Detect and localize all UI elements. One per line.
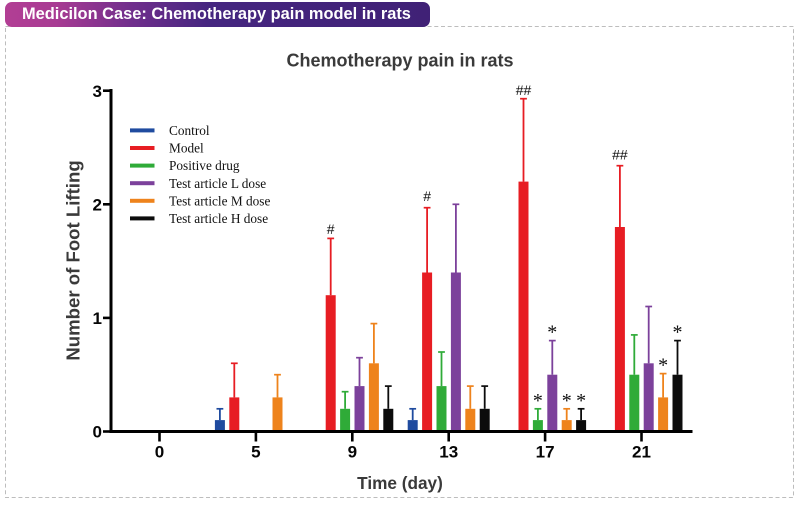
svg-text:0: 0: [93, 423, 102, 442]
svg-text:Positive drug: Positive drug: [169, 158, 240, 173]
svg-text:3: 3: [93, 82, 102, 101]
svg-text:##: ##: [612, 147, 628, 163]
svg-text:Test article L dose: Test article L dose: [169, 176, 266, 191]
svg-text:*: *: [533, 390, 543, 412]
svg-text:Model: Model: [169, 141, 204, 156]
svg-text:#: #: [327, 221, 335, 237]
svg-text:13: 13: [439, 443, 458, 462]
svg-text:*: *: [562, 390, 572, 412]
svg-text:*: *: [673, 322, 683, 344]
svg-text:2: 2: [93, 195, 102, 214]
svg-text:0: 0: [155, 443, 164, 462]
svg-text:17: 17: [536, 443, 555, 462]
svg-text:*: *: [547, 322, 557, 344]
svg-text:Chemotherapy pain in rats: Chemotherapy pain in rats: [286, 50, 513, 70]
svg-text:##: ##: [516, 82, 532, 98]
svg-text:Test article M dose: Test article M dose: [169, 193, 270, 208]
svg-text:#: #: [423, 188, 431, 204]
svg-text:9: 9: [348, 443, 357, 462]
svg-text:Time (day): Time (day): [357, 473, 443, 493]
svg-text:5: 5: [251, 443, 260, 462]
svg-text:Control: Control: [169, 123, 210, 138]
svg-text:*: *: [658, 355, 668, 377]
svg-text:1: 1: [93, 309, 102, 328]
svg-text:Number of Foot Lifting: Number of Foot Lifting: [63, 160, 84, 360]
svg-text:*: *: [576, 390, 586, 412]
svg-text:Test article H dose: Test article H dose: [169, 211, 268, 226]
svg-text:21: 21: [632, 443, 651, 462]
